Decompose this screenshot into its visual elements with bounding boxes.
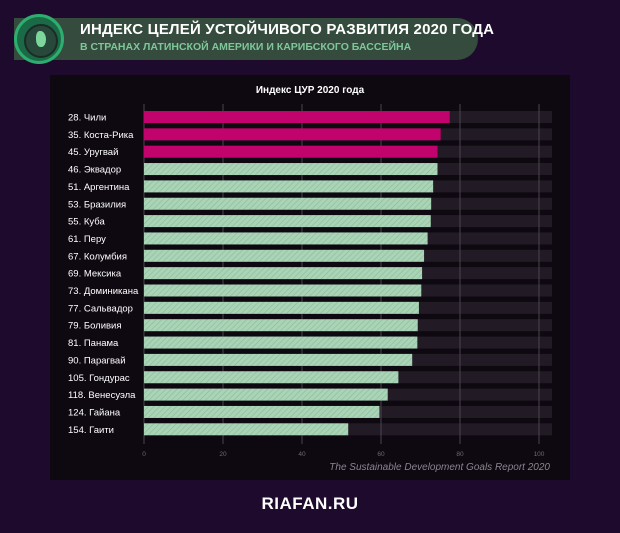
- page-title: ИНДЕКС ЦЕЛЕЙ УСТОЙЧИВОГО РАЗВИТИЯ 2020 Г…: [80, 21, 495, 38]
- category-label: 73. Доминикана: [68, 286, 139, 297]
- x-tick-label: 0: [142, 451, 146, 458]
- bar: [144, 405, 380, 418]
- bar: [144, 371, 399, 384]
- category-label: 90. Парагвай: [68, 355, 126, 366]
- globe-south-america-icon: [14, 14, 64, 64]
- category-label: 51. Аргентина: [68, 182, 130, 193]
- bar: [144, 284, 422, 297]
- category-label: 77. Сальвадор: [68, 303, 133, 314]
- page-subtitle: В СТРАНАХ ЛАТИНСКОЙ АМЕРИКИ И КАРИБСКОГО…: [80, 41, 412, 53]
- bar: [144, 128, 441, 141]
- bar: [144, 197, 432, 210]
- bar: [144, 423, 349, 436]
- category-label: 118. Венесуэла: [68, 390, 136, 401]
- bar: [144, 319, 418, 332]
- category-label: 53. Бразилия: [68, 199, 126, 210]
- category-label: 79. Боливия: [68, 321, 122, 332]
- category-label: 46. Эквадор: [68, 165, 121, 176]
- x-tick-label: 20: [219, 451, 227, 458]
- category-label: 28. Чили: [68, 113, 106, 124]
- footer-brand: RIAFAN.RU: [261, 494, 359, 513]
- x-tick-label: 100: [534, 451, 545, 458]
- bar: [144, 145, 438, 158]
- bar: [144, 249, 425, 262]
- category-label: 105. Гондурас: [68, 373, 130, 384]
- chart-title: Индекс ЦУР 2020 года: [255, 85, 365, 96]
- category-label: 154. Гаити: [68, 425, 114, 436]
- header-banner: [14, 18, 478, 60]
- x-tick-label: 40: [298, 451, 306, 458]
- category-label: 45. Уругвай: [68, 147, 118, 158]
- bar: [144, 388, 388, 401]
- bar: [144, 301, 419, 314]
- category-label: 67. Колумбия: [68, 251, 127, 262]
- bar: [144, 267, 423, 280]
- bar: [144, 180, 434, 193]
- bar: [144, 215, 431, 228]
- x-tick-label: 60: [377, 451, 385, 458]
- source-note: The Sustainable Development Goals Report…: [329, 462, 550, 473]
- category-label: 81. Панама: [68, 338, 119, 349]
- bar: [144, 353, 413, 366]
- category-label: 124. Гайана: [68, 407, 121, 418]
- category-label: 61. Перу: [68, 234, 106, 245]
- category-label: 69. Мексика: [68, 269, 122, 280]
- bar: [144, 163, 438, 176]
- bar: [144, 111, 450, 123]
- bar: [144, 336, 418, 349]
- category-label: 35. Коста-Рика: [68, 130, 134, 141]
- bar: [144, 232, 428, 245]
- x-tick-label: 80: [456, 451, 464, 458]
- category-label: 55. Куба: [68, 217, 105, 228]
